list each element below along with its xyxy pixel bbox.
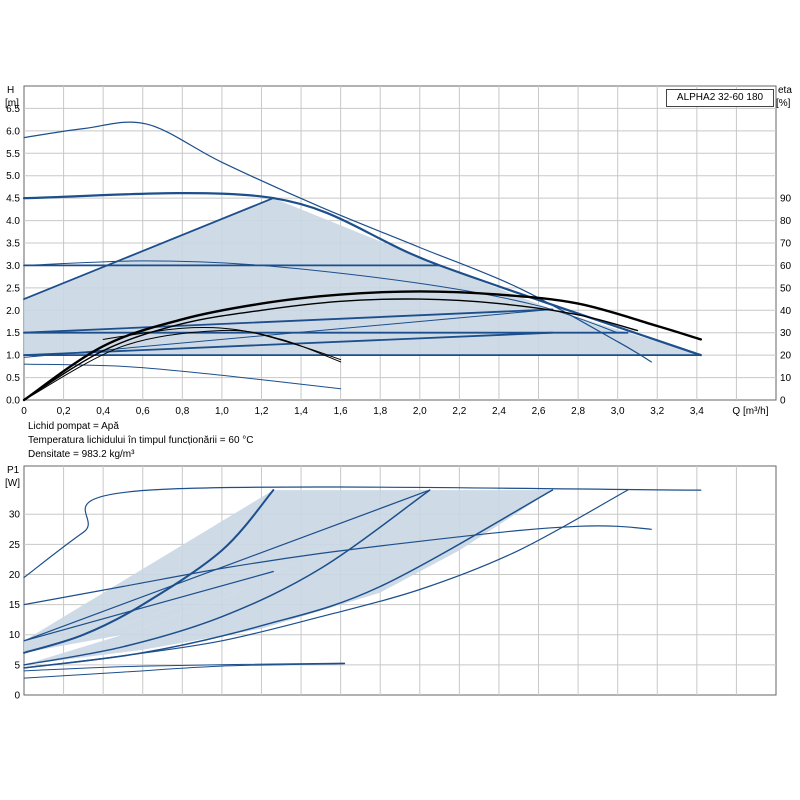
power-series-prop-6 bbox=[23, 570, 274, 642]
qh-series-curve-8 bbox=[23, 260, 619, 334]
qh-y-tick-6: 3.0 bbox=[6, 261, 20, 272]
qh-x-tick-8: 1,6 bbox=[334, 406, 348, 417]
qh-x-tick-15: 3,0 bbox=[611, 406, 625, 417]
power-series-prop-7 bbox=[23, 489, 431, 642]
qh-x-tick-16: 3,2 bbox=[650, 406, 664, 417]
eta-y2-tick-4: 40 bbox=[780, 306, 792, 317]
eta-y2-tick-1: 10 bbox=[780, 373, 792, 384]
qh-x-tick-2: 0,4 bbox=[96, 406, 110, 417]
power-y-tick-3: 15 bbox=[9, 600, 21, 611]
qh-x-tick-14: 2,8 bbox=[571, 406, 585, 417]
power-operating-region-0 bbox=[24, 490, 274, 653]
power-series-const-2 bbox=[23, 489, 275, 654]
power-y-label: P1 bbox=[7, 465, 20, 476]
qh-x-tick-10: 2,0 bbox=[413, 406, 427, 417]
qh-x-label: Q [m³/h] bbox=[732, 406, 768, 417]
qh-series-max-0 bbox=[23, 121, 652, 363]
power-y-tick-2: 10 bbox=[9, 630, 21, 641]
power-series-curve-5 bbox=[23, 489, 629, 669]
qh-x-tick-0: 0 bbox=[21, 406, 27, 417]
power-y-tick-0: 0 bbox=[14, 691, 20, 702]
power-y-tick-4: 20 bbox=[9, 570, 21, 581]
eta-y2-tick-8: 80 bbox=[780, 216, 792, 227]
qh-series-prop-pressure-7 bbox=[23, 331, 554, 356]
qh-y-unit: [m] bbox=[5, 98, 19, 109]
power-series-const-3 bbox=[23, 489, 431, 666]
qh-x-tick-4: 0,8 bbox=[175, 406, 189, 417]
qh-y-tick-10: 5.0 bbox=[6, 171, 20, 182]
qh-y-tick-7: 3.5 bbox=[6, 239, 20, 250]
model-label: ALPHA2 32-60 180 bbox=[666, 89, 774, 107]
qh-x-tick-3: 0,6 bbox=[136, 406, 150, 417]
qh-series-eta-main-13 bbox=[22, 290, 702, 402]
qh-x-tick-17: 3,4 bbox=[690, 406, 704, 417]
power-operating-region-2 bbox=[24, 490, 553, 665]
qh-x-tick-12: 2,4 bbox=[492, 406, 506, 417]
qh-x-tick-13: 2,6 bbox=[532, 406, 546, 417]
eta-y2-tick-7: 70 bbox=[780, 239, 792, 250]
qh-series-min-9 bbox=[23, 363, 342, 390]
info-temperature: Temperatura lichidului în timpul funcțio… bbox=[28, 435, 254, 446]
qh-y-label: H bbox=[7, 85, 14, 96]
eta-y2-tick-2: 20 bbox=[780, 351, 792, 362]
power-series-max-0 bbox=[23, 486, 702, 579]
power-y-tick-1: 5 bbox=[14, 660, 20, 671]
eta-y2-unit: [%] bbox=[776, 98, 791, 109]
qh-x-tick-6: 1,2 bbox=[255, 406, 269, 417]
qh-series-eta-12 bbox=[23, 329, 342, 401]
qh-y-tick-12: 6.0 bbox=[6, 126, 20, 137]
qh-y-tick-9: 4.5 bbox=[6, 194, 20, 205]
eta-y2-label: eta bbox=[778, 85, 792, 96]
info-density: Densitate = 983.2 kg/m³ bbox=[28, 449, 135, 460]
power-y-tick-6: 30 bbox=[9, 510, 21, 521]
qh-y-tick-1: 0.5 bbox=[6, 373, 20, 384]
qh-series-eta-main-14 bbox=[23, 298, 639, 401]
eta-y2-tick-0: 0 bbox=[780, 396, 786, 407]
power-y-unit: [W] bbox=[5, 478, 20, 489]
qh-x-tick-11: 2,2 bbox=[452, 406, 466, 417]
power-series-curve-1 bbox=[23, 525, 652, 606]
eta-y2-tick-5: 50 bbox=[780, 283, 792, 294]
qh-series-curve-10 bbox=[23, 308, 553, 358]
qh-y-tick-4: 2.0 bbox=[6, 306, 20, 317]
qh-x-tick-5: 1,0 bbox=[215, 406, 229, 417]
info-liquid: Lichid pompat = Apă bbox=[28, 421, 119, 432]
eta-y2-tick-6: 60 bbox=[780, 261, 792, 272]
qh-y-tick-11: 5.5 bbox=[6, 149, 20, 160]
eta-y2-tick-9: 90 bbox=[780, 194, 792, 205]
qh-y-tick-0: 0.0 bbox=[6, 396, 20, 407]
qh-series-prop-pressure-2 bbox=[23, 197, 275, 300]
qh-y-tick-13: 6.5 bbox=[6, 104, 20, 115]
qh-y-tick-2: 1.0 bbox=[6, 351, 20, 362]
qh-x-tick-9: 1,8 bbox=[373, 406, 387, 417]
qh-y-tick-8: 4.0 bbox=[6, 216, 20, 227]
eta-y2-tick-3: 30 bbox=[780, 328, 792, 339]
power-series-min-9 bbox=[23, 662, 346, 672]
power-series-min-8 bbox=[23, 663, 346, 679]
qh-y-tick-3: 1.5 bbox=[6, 328, 20, 339]
qh-series-prop-pressure-4 bbox=[23, 308, 554, 334]
qh-x-tick-1: 0,2 bbox=[57, 406, 71, 417]
qh-y-tick-5: 2.5 bbox=[6, 283, 20, 294]
qh-x-tick-7: 1,4 bbox=[294, 406, 308, 417]
power-operating-region-1 bbox=[24, 490, 430, 653]
power-y-tick-5: 25 bbox=[9, 540, 21, 551]
